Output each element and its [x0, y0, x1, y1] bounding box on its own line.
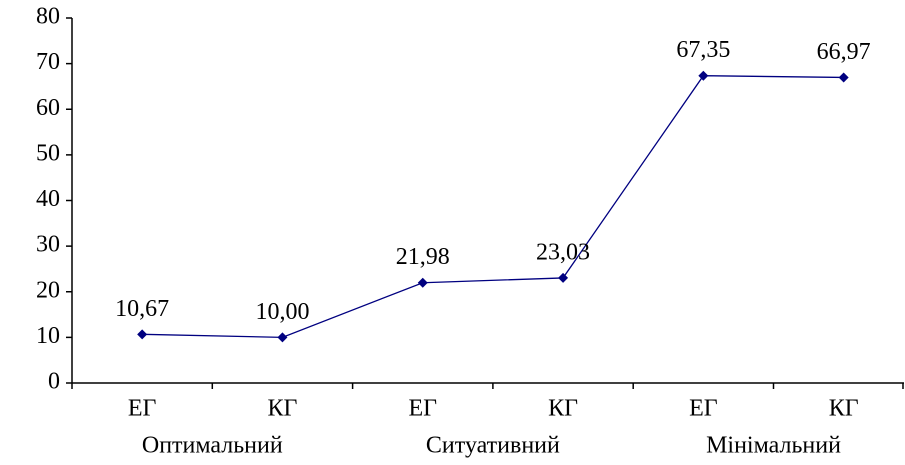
marker [558, 272, 569, 283]
data-label: 23,03 [536, 239, 590, 265]
y-tick-label: 20 [36, 277, 60, 303]
y-tick-label: 50 [36, 140, 60, 166]
y-tick-label: 0 [48, 369, 60, 395]
line [142, 75, 844, 339]
data-label: 21,98 [396, 244, 450, 270]
y-tick-label: 10 [36, 323, 60, 349]
data-label: 66,97 [817, 39, 871, 65]
group-label: Оптимальний [142, 433, 283, 459]
marker [417, 277, 428, 288]
x-tick-label: ЕГ [128, 396, 157, 422]
y-tick-label: 40 [36, 186, 60, 212]
x-tick-label: КГ [268, 396, 298, 422]
marker [698, 70, 709, 81]
x-tick-label: ЕГ [408, 396, 437, 422]
y-tick-label: 30 [36, 232, 60, 258]
marker [137, 329, 148, 340]
data-label: 10,67 [115, 296, 169, 322]
marker [277, 332, 288, 343]
group-label: Мінімальний [706, 433, 841, 459]
y-tick-label: 70 [36, 49, 60, 75]
y-tick-label: 60 [36, 95, 60, 121]
data-label: 10,00 [255, 299, 309, 325]
x-tick-label: КГ [548, 396, 578, 422]
data-label: 67,35 [676, 37, 730, 63]
x-tick-label: ЕГ [689, 396, 718, 422]
group-label: Ситуативний [426, 433, 560, 459]
marker [838, 72, 849, 83]
y-tick-label: 80 [36, 4, 60, 30]
x-tick-label: КГ [829, 396, 859, 422]
